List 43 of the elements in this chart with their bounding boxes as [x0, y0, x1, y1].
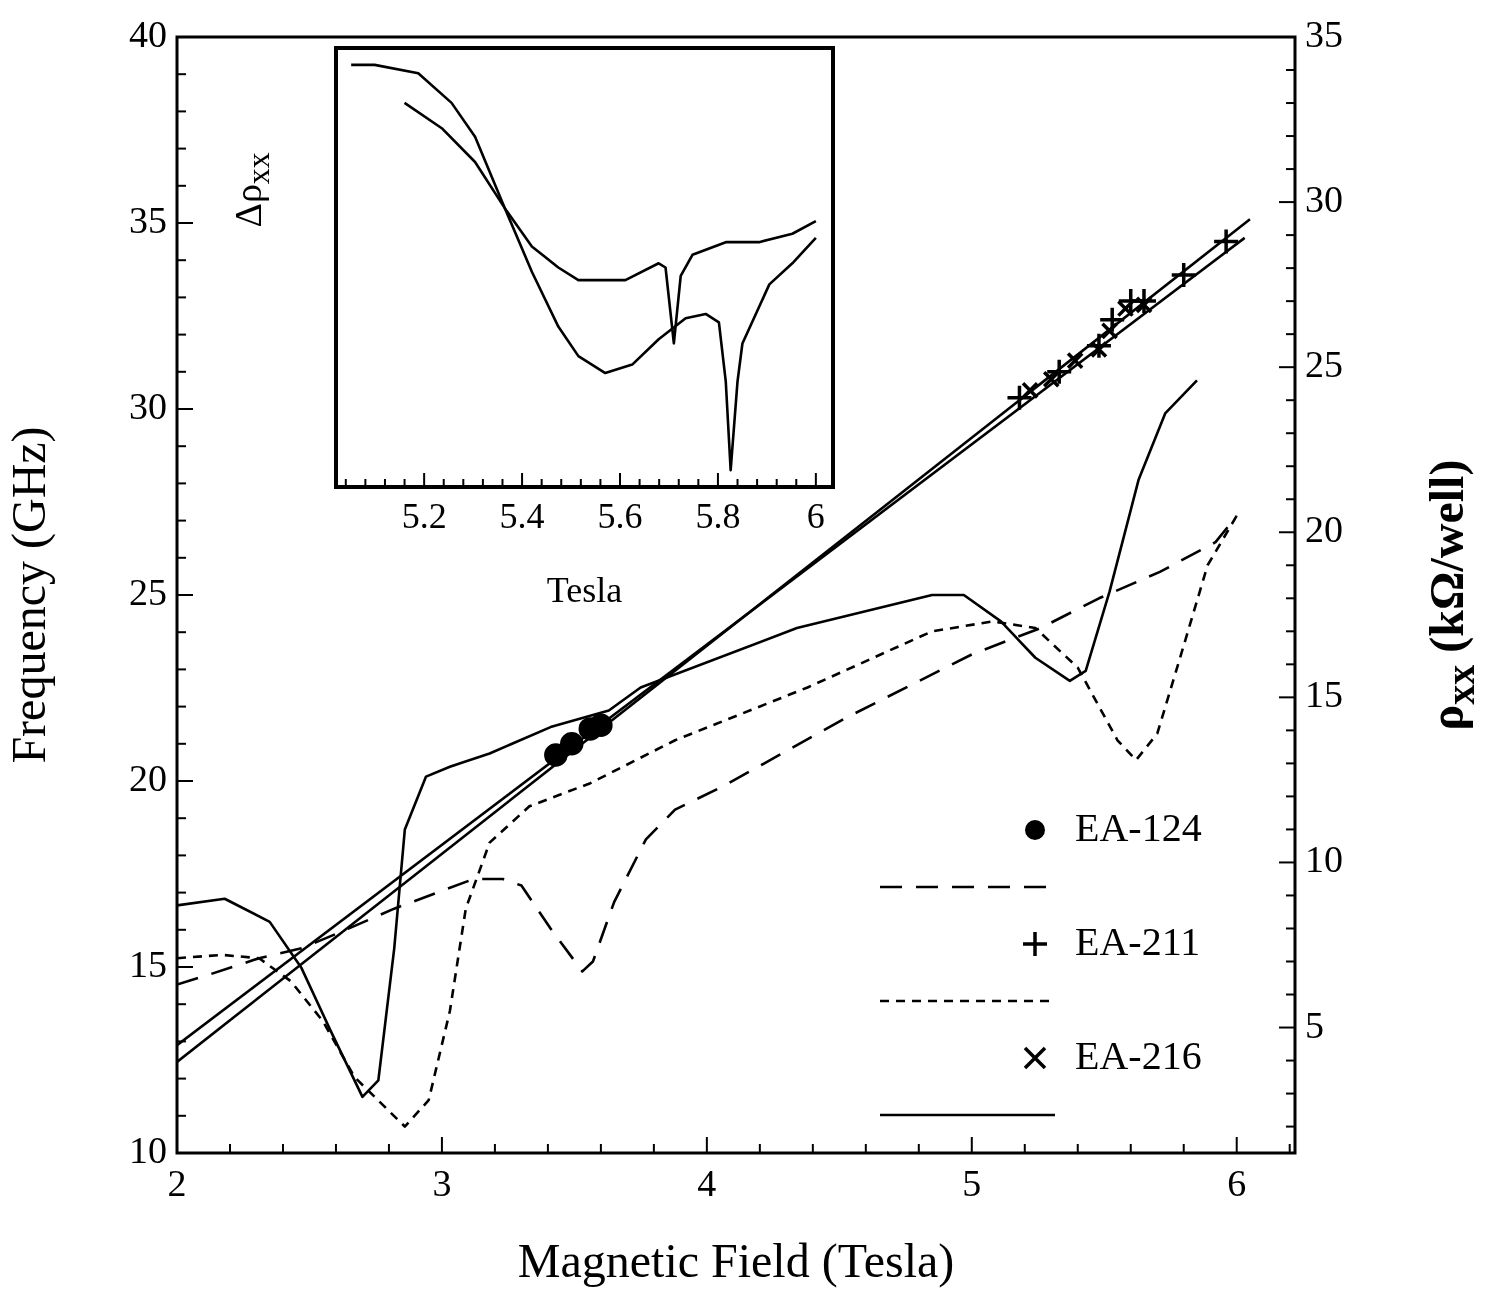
y2-tick-label: 10	[1305, 838, 1343, 881]
x-tick-label: 5.4	[499, 496, 545, 537]
x-tick-label: 6	[1227, 1161, 1247, 1204]
y-tick-label: 25	[129, 570, 167, 613]
point	[1066, 351, 1084, 370]
y2-tick-label: 30	[1305, 178, 1343, 221]
y-tick-label: 20	[129, 756, 167, 799]
x-tick-label: 3	[432, 1161, 452, 1204]
y2-tick-label: 20	[1305, 508, 1343, 551]
y-axis-title: Frequency (GHz)	[2, 426, 57, 764]
point	[1214, 229, 1239, 254]
point	[1007, 385, 1032, 410]
y-tick-label: 10	[129, 1128, 167, 1171]
point	[1171, 263, 1196, 288]
y-tick-label: 30	[129, 384, 167, 427]
x-tick-label: 5.8	[695, 496, 741, 537]
point	[1086, 333, 1111, 358]
point	[589, 713, 613, 737]
legend-label: EA-216	[1075, 1032, 1202, 1078]
x-tick-label: 2	[167, 1161, 187, 1204]
point	[1047, 359, 1072, 384]
y2-tick-label: 25	[1305, 343, 1343, 386]
y-tick-label: 40	[129, 12, 167, 55]
point	[1100, 322, 1119, 340]
x-axis-title: Tesla	[546, 569, 623, 610]
point	[1100, 307, 1125, 332]
x-tick-label: 5.2	[401, 496, 447, 537]
point	[559, 732, 584, 756]
y2-tick-label: 35	[1305, 12, 1343, 55]
legend-label: EA-124	[1075, 804, 1202, 850]
x-axis-title: Magnetic Field (Tesla)	[517, 1233, 955, 1288]
y-tick-label: 15	[129, 942, 167, 985]
point	[1021, 381, 1039, 400]
point	[1131, 289, 1156, 314]
y-tick-label: 35	[129, 198, 167, 241]
y2-tick-label: 15	[1305, 673, 1343, 716]
legend-label: EA-211	[1075, 918, 1201, 964]
point	[544, 743, 568, 767]
x-tick-label: 6	[806, 496, 825, 537]
y2-tick-label: 5	[1305, 1003, 1324, 1046]
x-tick-label: 5.6	[597, 496, 643, 537]
x-tick-label: 4	[697, 1161, 717, 1204]
x-tick-label: 5	[962, 1161, 982, 1204]
